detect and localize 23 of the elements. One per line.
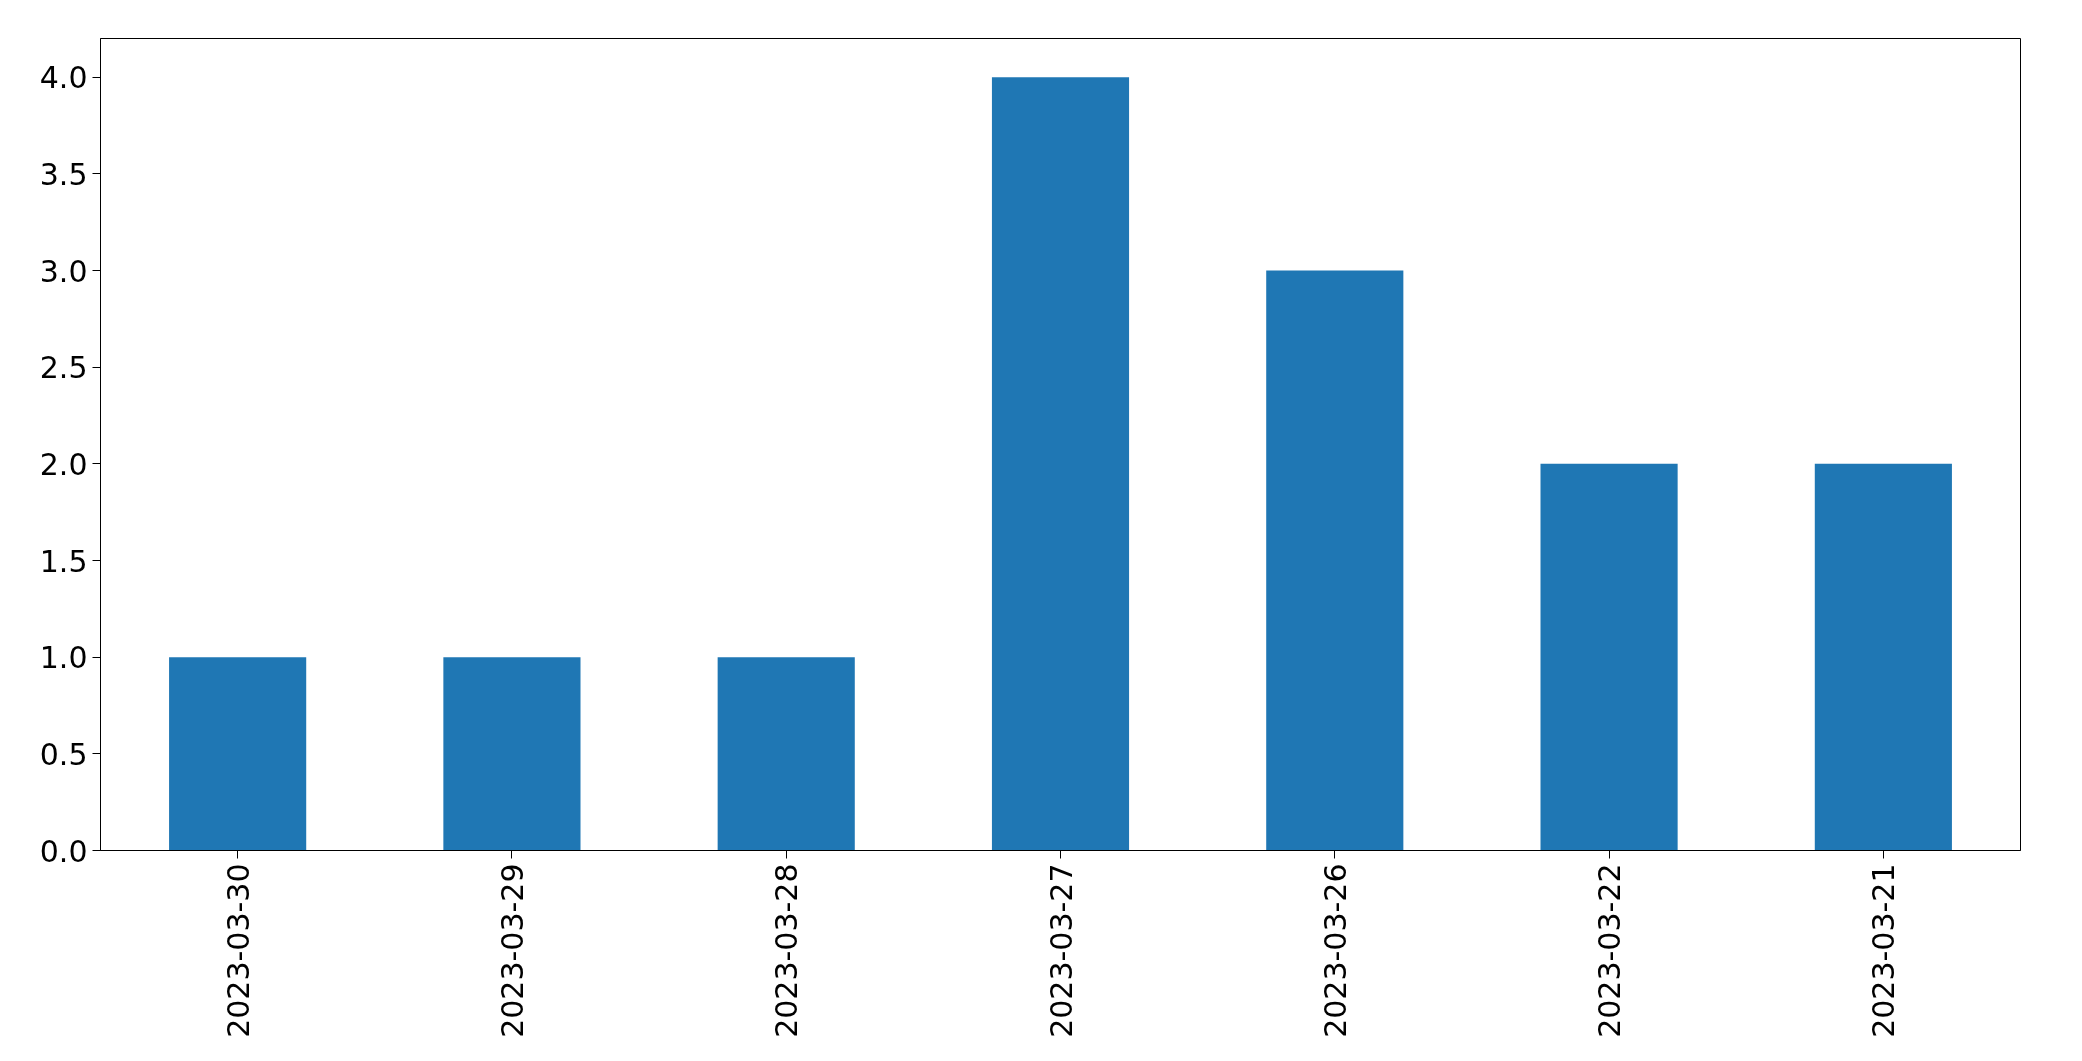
- y-tick-label: 2.0: [39, 446, 88, 482]
- x-tick-label: 2023-03-29: [494, 863, 530, 1038]
- bar: [1540, 463, 1678, 851]
- y-tick-label: 0.5: [39, 736, 88, 772]
- bar: [169, 657, 307, 851]
- x-tick-label: 2023-03-28: [769, 863, 805, 1038]
- x-tick-label: 2023-03-21: [1866, 863, 1902, 1038]
- y-tick-label: 1.5: [39, 543, 88, 579]
- y-tick-label: 3.0: [39, 253, 88, 289]
- y-tick-label: 2.5: [39, 350, 88, 386]
- x-tick-label: 2023-03-30: [220, 863, 256, 1038]
- y-tick-label: 0.0: [39, 833, 88, 869]
- bar: [1814, 463, 1952, 851]
- bar: [443, 657, 581, 851]
- x-tick-label: 2023-03-22: [1592, 863, 1628, 1038]
- bar: [991, 77, 1130, 851]
- y-tick-label: 1.0: [39, 640, 88, 676]
- bar: [717, 657, 855, 851]
- y-tick-label: 3.5: [39, 156, 88, 192]
- bar: [1266, 270, 1404, 851]
- x-tick-label: 2023-03-27: [1043, 863, 1079, 1038]
- y-tick-label: 4.0: [39, 60, 88, 96]
- x-tick-label: 2023-03-26: [1317, 863, 1353, 1038]
